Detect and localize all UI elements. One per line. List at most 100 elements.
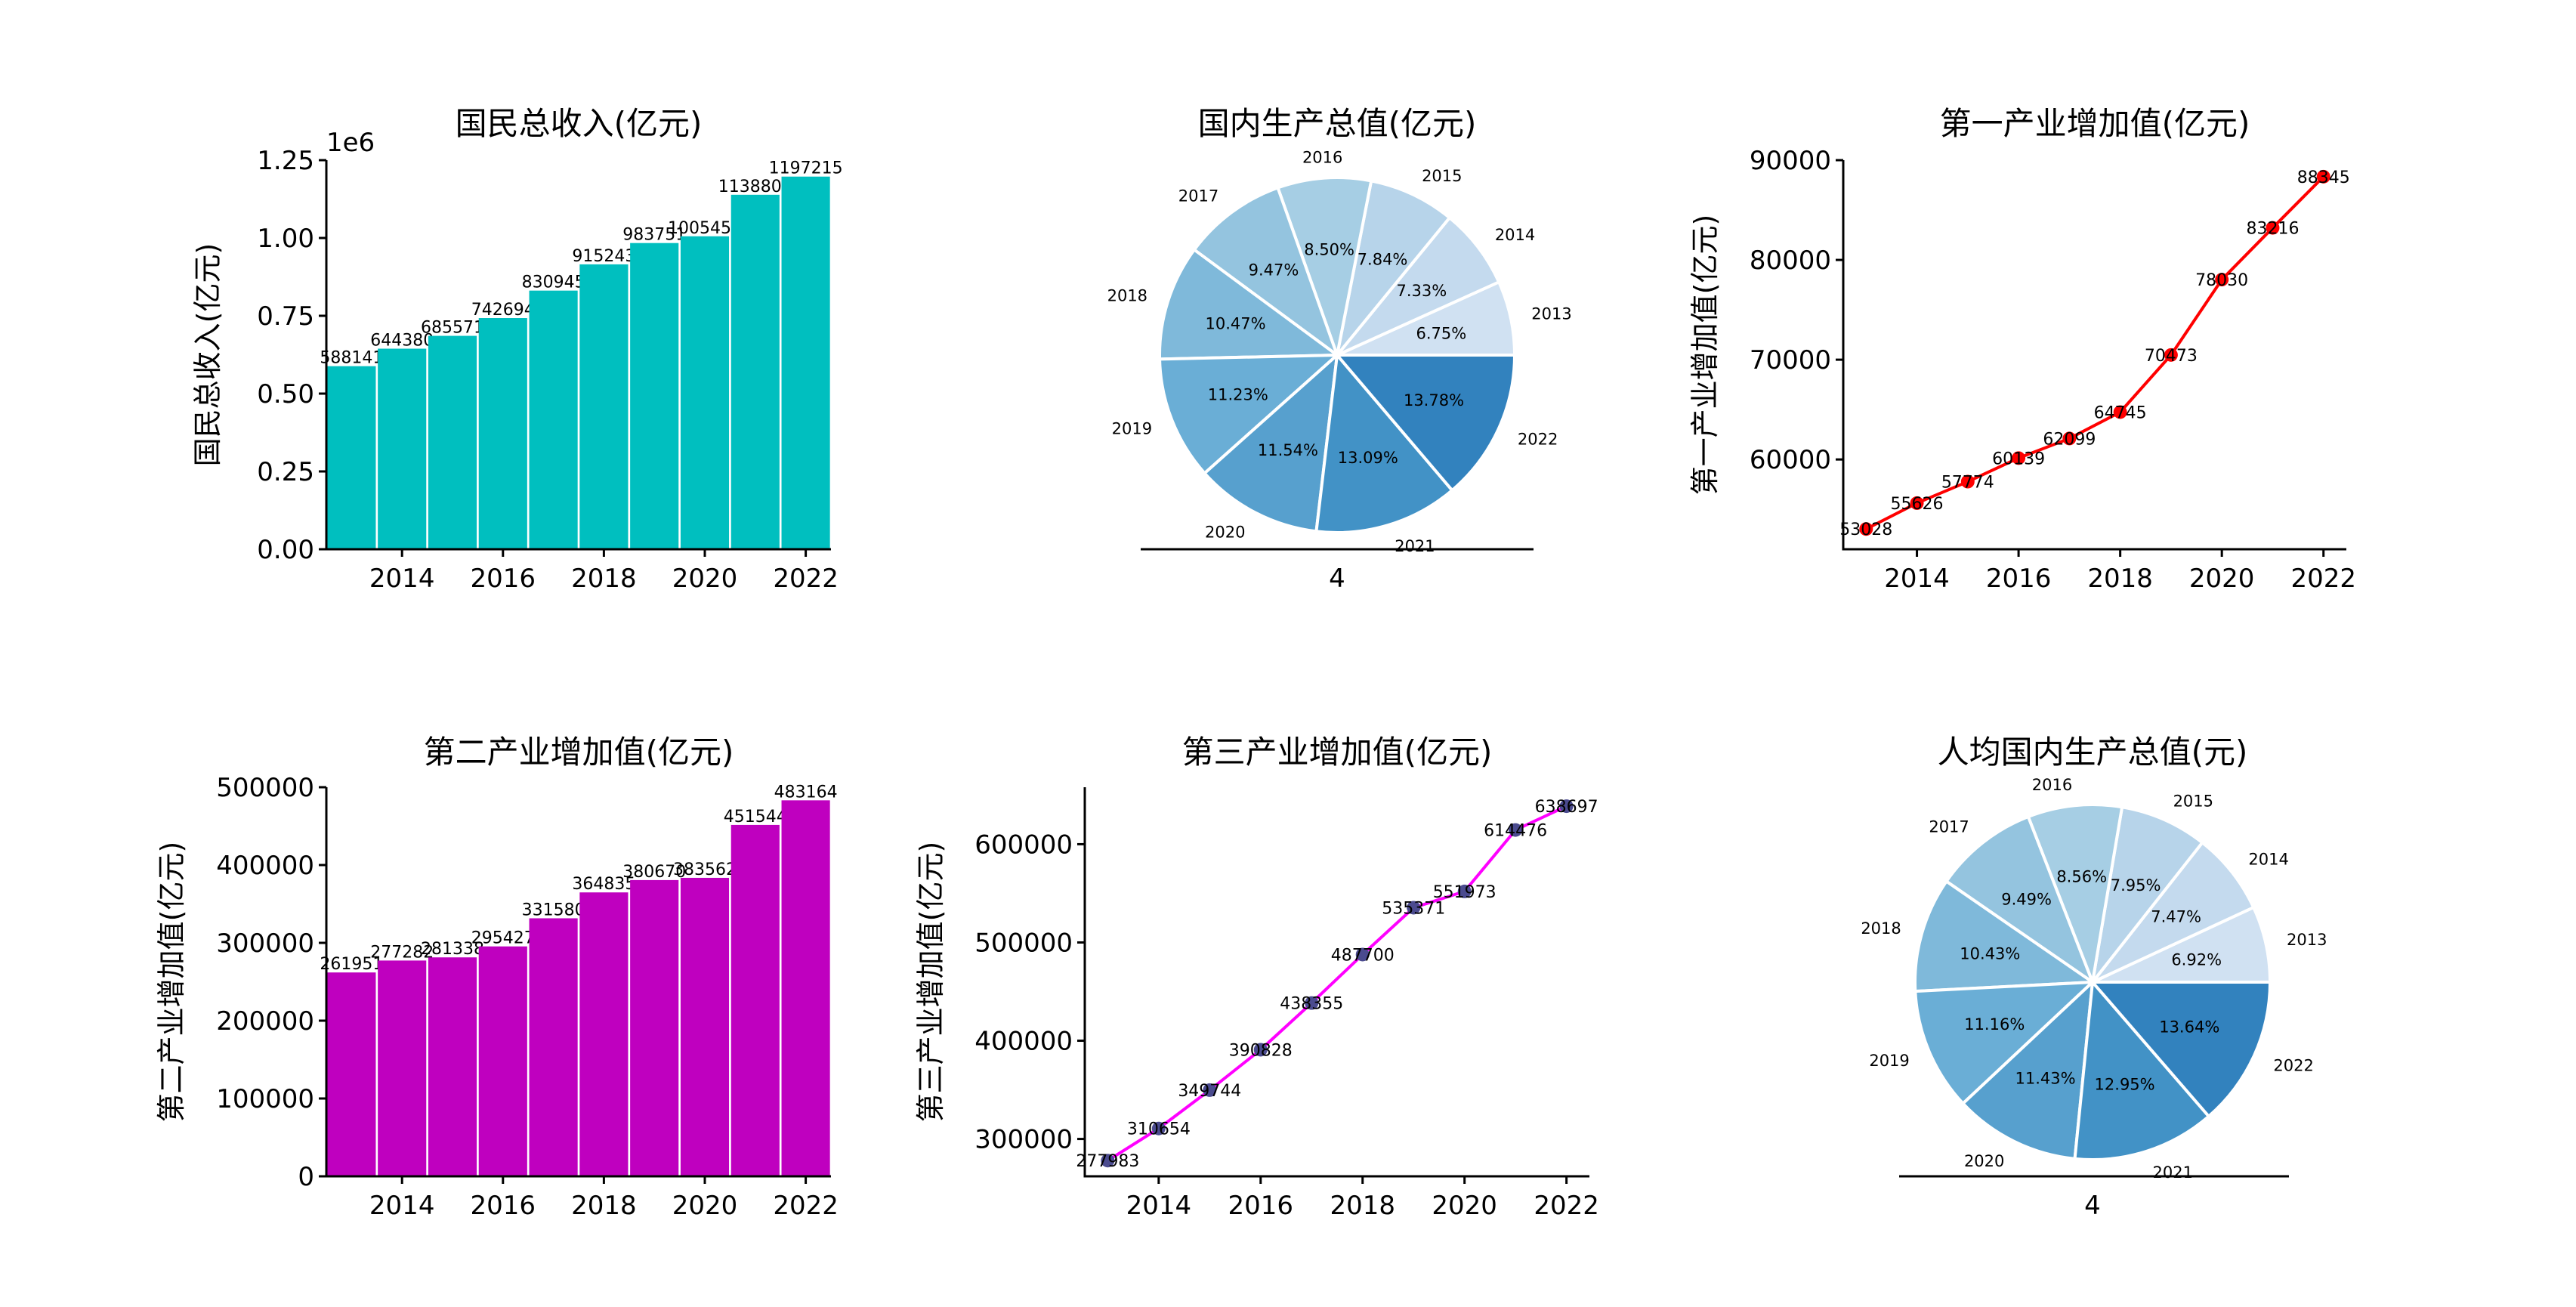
slice-percent-label: 13.78% bbox=[1404, 391, 1464, 409]
bar-value-label: 295427 bbox=[471, 929, 535, 948]
point-2021 bbox=[2266, 221, 2280, 235]
slice-percent-label: 6.75% bbox=[1416, 324, 1466, 342]
bar-2020 bbox=[680, 236, 730, 549]
slice-2021 bbox=[2073, 978, 2211, 1161]
chart-title: 第三产业增加值(亿元) bbox=[1182, 734, 1493, 771]
x-tick-label: 2014 bbox=[369, 564, 435, 594]
point-2019 bbox=[2164, 348, 2178, 362]
point-value-label: 438355 bbox=[1280, 995, 1343, 1014]
point-value-label: 349744 bbox=[1178, 1082, 1241, 1101]
bar-value-label: 1005451 bbox=[668, 219, 742, 238]
slice-percent-label: 9.49% bbox=[2001, 890, 2052, 908]
slice-percent-label: 11.16% bbox=[1964, 1015, 2025, 1034]
chart-title: 第二产业增加值(亿元) bbox=[424, 734, 734, 771]
y-axis-label: 国民总收入(亿元) bbox=[191, 243, 224, 467]
slice-percent-label: 7.95% bbox=[2111, 876, 2161, 895]
slice-year-label: 2021 bbox=[1395, 537, 1435, 555]
bar-2022 bbox=[781, 176, 830, 549]
y-tick-label: 600000 bbox=[974, 830, 1073, 860]
slice-2017 bbox=[1944, 814, 2096, 987]
slice-2015 bbox=[2091, 805, 2205, 984]
slice-2014 bbox=[2091, 840, 2256, 984]
x-tick-label: 2018 bbox=[2087, 564, 2153, 594]
slice-2017 bbox=[1192, 185, 1341, 360]
point-2017 bbox=[2062, 431, 2077, 446]
chart-percap: 人均国内生产总值(元) 6.92% 2013 7.47% 2014 7.95% 2015 8.… bbox=[1861, 734, 2327, 1221]
slice-2015 bbox=[1336, 179, 1452, 357]
x-tick-label: 2020 bbox=[672, 1191, 738, 1221]
bar-value-label: 830945 bbox=[522, 273, 585, 292]
point-value-label: 64745 bbox=[2094, 403, 2147, 422]
chart-secondary: 第二产业增加值(亿元) 第二产业增加值(亿元) 261951277282281338… bbox=[155, 734, 839, 1221]
bar-value-label: 364835 bbox=[572, 875, 635, 894]
x-tick-label: 2018 bbox=[571, 564, 637, 594]
chart-title: 第一产业增加值(亿元) bbox=[1940, 105, 2250, 142]
slice-percent-label: 11.54% bbox=[1258, 441, 1318, 459]
point-value-label: 310654 bbox=[1127, 1120, 1191, 1139]
point-value-label: 60139 bbox=[1992, 450, 2045, 468]
bar-2013 bbox=[327, 366, 376, 549]
x-tick-label: 2022 bbox=[1534, 1191, 1599, 1221]
slice-percent-label: 9.47% bbox=[1249, 261, 1299, 280]
slice-percent-label: 13.64% bbox=[2159, 1018, 2219, 1037]
point-2021 bbox=[1509, 823, 1523, 837]
y-tick-label: 500000 bbox=[974, 928, 1073, 958]
x-tick-label: 2018 bbox=[1330, 1191, 1395, 1221]
slice-2022 bbox=[2089, 981, 2272, 1119]
x-tick-label: 2022 bbox=[2290, 564, 2356, 594]
slice-year-label: 2019 bbox=[1869, 1052, 1909, 1070]
slice-year-label: 2015 bbox=[1422, 167, 1462, 185]
point-2019 bbox=[1407, 901, 1421, 915]
bar-2019 bbox=[630, 243, 679, 549]
x-tick-label: 2018 bbox=[571, 1191, 637, 1221]
slice-percent-label: 7.33% bbox=[1397, 282, 1447, 300]
bar-value-label: 588141 bbox=[320, 349, 383, 368]
x-tick-label: 2016 bbox=[1986, 564, 2052, 594]
point-2018 bbox=[1355, 947, 1370, 962]
y-tick-label: 200000 bbox=[216, 1006, 314, 1037]
slice-year-label: 2017 bbox=[1929, 818, 1969, 836]
x-tick-label: 2014 bbox=[1126, 1191, 1192, 1221]
point-2015 bbox=[1203, 1083, 1217, 1097]
y-tick-label: 0.75 bbox=[257, 301, 314, 332]
bar-2017 bbox=[529, 918, 578, 1176]
y-axis-label: 第三产业增加值(亿元) bbox=[914, 842, 947, 1123]
slice-percent-label: 10.43% bbox=[1960, 945, 2020, 963]
point-value-label: 551973 bbox=[1433, 883, 1496, 902]
x-tick-label: 2014 bbox=[1884, 564, 1950, 594]
bar-2016 bbox=[478, 946, 527, 1176]
slice-2019 bbox=[1913, 980, 2097, 1106]
point-value-label: 83216 bbox=[2246, 220, 2299, 239]
y-axis-label: 第二产业增加值(亿元) bbox=[155, 842, 188, 1123]
slice-2014 bbox=[1336, 215, 1501, 357]
slice-2020 bbox=[1202, 351, 1339, 533]
y-tick-label: 0 bbox=[298, 1162, 314, 1192]
x-axis-label: 4 bbox=[1329, 564, 1345, 594]
slice-year-label: 2022 bbox=[2273, 1056, 2313, 1074]
y-tick-label: 1.25 bbox=[257, 146, 314, 176]
x-tick-label: 2016 bbox=[1228, 1191, 1294, 1221]
slice-2020 bbox=[1960, 978, 2095, 1161]
point-2016 bbox=[1253, 1043, 1268, 1057]
slice-2019 bbox=[1158, 353, 1342, 476]
point-value-label: 277983 bbox=[1076, 1152, 1139, 1171]
slice-percent-label: 7.84% bbox=[1357, 250, 1408, 268]
slice-2016 bbox=[2026, 803, 2124, 988]
bar-value-label: 685571 bbox=[421, 319, 484, 338]
point-value-label: 638697 bbox=[1535, 798, 1598, 817]
slice-2018 bbox=[1158, 247, 1342, 361]
chart-title: 国民总收入(亿元) bbox=[456, 105, 703, 142]
point-value-label: 70473 bbox=[2145, 347, 2198, 366]
bar-2018 bbox=[579, 892, 629, 1176]
point-value-label: 55626 bbox=[1891, 495, 1944, 514]
point-2015 bbox=[1960, 474, 1975, 489]
chart-gdp: 国内生产总值(亿元) 6.75% 2013 7.33% 2014 7.84% 2015 8.5… bbox=[1107, 105, 1572, 594]
point-2013 bbox=[1101, 1154, 1115, 1168]
chart-title: 国内生产总值(亿元) bbox=[1198, 105, 1477, 142]
y-axis-label: 第一产业增加值(亿元) bbox=[1688, 215, 1722, 496]
bar-value-label: 281338 bbox=[421, 940, 484, 959]
point-value-label: 78030 bbox=[2195, 271, 2248, 290]
slice-year-label: 2020 bbox=[1205, 523, 1245, 541]
bar-2013 bbox=[327, 972, 376, 1176]
